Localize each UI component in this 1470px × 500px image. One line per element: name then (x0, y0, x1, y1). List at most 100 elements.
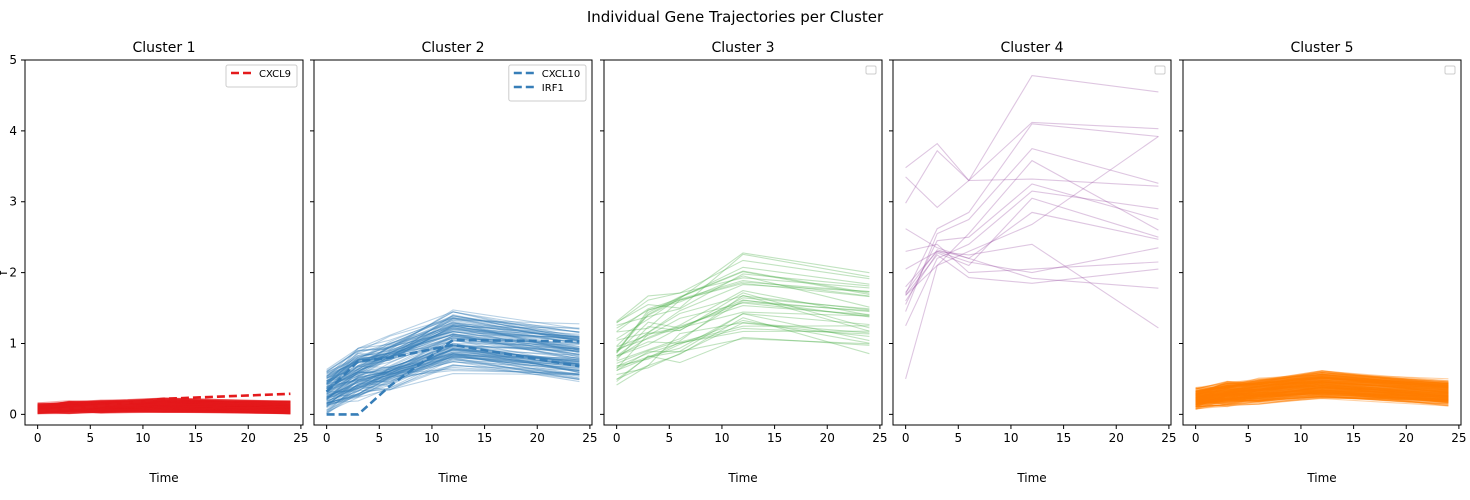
trajectory-line (1195, 384, 1449, 397)
trajectory-line (37, 400, 291, 407)
trajectory-line (1195, 394, 1449, 401)
trajectory-line (326, 317, 580, 377)
trajectory-line (905, 121, 1159, 204)
x-tick-label: 5 (1244, 431, 1252, 445)
trajectory-line (1195, 383, 1449, 399)
trajectory-line (37, 406, 291, 413)
trajectory-line (1195, 393, 1449, 404)
trajectory-line (616, 266, 870, 340)
trajectory-line (37, 405, 291, 413)
trajectory-line (326, 345, 580, 401)
trajectory-line (37, 406, 291, 415)
trajectory-line (1195, 381, 1449, 392)
trajectory-line (1195, 384, 1449, 402)
trajectory-line (326, 358, 580, 415)
panel-title: Cluster 5 (1290, 40, 1353, 56)
trajectory-line (326, 365, 580, 413)
trajectory-line (326, 352, 580, 398)
x-axis-label: Time (437, 471, 467, 485)
legend: CXCL9 (225, 64, 298, 88)
trajectory-line (326, 357, 580, 404)
trajectory-line (1195, 374, 1449, 396)
trajectory-line (37, 400, 291, 407)
trajectory-line (1195, 380, 1449, 400)
trajectory-line (1195, 389, 1449, 402)
trajectory-line (37, 409, 291, 413)
trajectory-line (37, 407, 291, 412)
trajectory-line (616, 270, 870, 352)
trajectory-line (1195, 393, 1449, 407)
trajectory-line (326, 337, 580, 388)
trajectory-line (905, 243, 1159, 274)
trajectory-line (37, 404, 291, 410)
trajectory-line (1195, 374, 1449, 389)
trajectory-line (37, 407, 291, 411)
trajectory-line (37, 398, 291, 406)
trajectory-line (1195, 377, 1449, 398)
trajectory-line (37, 408, 291, 415)
x-tick-label: 10 (714, 431, 729, 445)
trajectory-line (37, 408, 291, 413)
y-tick-label: 1 (9, 336, 17, 350)
trajectory-line (37, 400, 291, 407)
trajectory-line (1195, 376, 1449, 397)
trajectory-line (1195, 386, 1449, 403)
x-tick-label: 5 (375, 431, 383, 445)
x-tick-label: 25 (582, 431, 597, 445)
trajectory-line (37, 402, 291, 410)
panel-title: Cluster 4 (1000, 40, 1063, 56)
x-tick-label: 20 (1109, 431, 1124, 445)
trajectory-line (37, 410, 291, 415)
trajectory-line (1195, 389, 1449, 398)
trajectory-line (616, 295, 870, 357)
trajectory-line (1195, 383, 1449, 397)
trajectory-line (1195, 388, 1449, 400)
trajectory-line (37, 403, 291, 409)
trajectory-line (326, 309, 580, 384)
trajectory-line (1195, 384, 1449, 400)
trajectory-line (1195, 381, 1449, 398)
x-tick-label: 0 (902, 431, 910, 445)
trajectory-line (37, 402, 291, 407)
trajectory-line (1195, 385, 1449, 397)
trajectory-line (326, 345, 580, 392)
trajectory-line (37, 400, 291, 408)
trajectory-line (616, 277, 870, 324)
trajectory-line (326, 327, 580, 383)
trajectory-line (1195, 384, 1449, 399)
trajectory-line (326, 328, 580, 378)
trajectory-line (1195, 381, 1449, 397)
trajectory-line (1195, 395, 1449, 408)
trajectory-line (37, 403, 291, 411)
trajectory-line (37, 407, 291, 412)
trajectory-line (1195, 382, 1449, 402)
panel-title: Cluster 2 (421, 40, 484, 56)
trajectory-line (1195, 370, 1449, 391)
x-tick-label: 10 (424, 431, 439, 445)
trajectory-line (37, 408, 291, 414)
trajectory-line (1195, 372, 1449, 390)
trajectory-line (1195, 377, 1449, 395)
trajectory-line (1195, 383, 1449, 405)
trajectory-line (1195, 376, 1449, 395)
trajectory-line (37, 400, 291, 407)
trajectory-line (1195, 387, 1449, 406)
trajectory-line (326, 351, 580, 398)
trajectory-line (1195, 372, 1449, 396)
trajectory-line (1195, 384, 1449, 398)
trajectory-line (37, 408, 291, 415)
x-tick-label: 0 (613, 431, 621, 445)
trajectory-line (326, 322, 580, 389)
trajectory-line (37, 407, 291, 413)
trajectory-line (1195, 370, 1449, 389)
trajectory-line (1195, 377, 1449, 392)
panel-cluster-2: Cluster 2 0 5 10 15 20 25 Time CXCL10 IRF1 (310, 40, 598, 485)
trajectory-line (326, 373, 580, 412)
x-tick-label: 20 (820, 431, 835, 445)
trajectory-line (326, 338, 580, 389)
trajectory-line (37, 410, 291, 413)
trajectory-line (616, 330, 870, 367)
trajectory-line (1195, 381, 1449, 397)
trajectory-line (905, 249, 1159, 293)
trajectory-line (37, 404, 291, 410)
